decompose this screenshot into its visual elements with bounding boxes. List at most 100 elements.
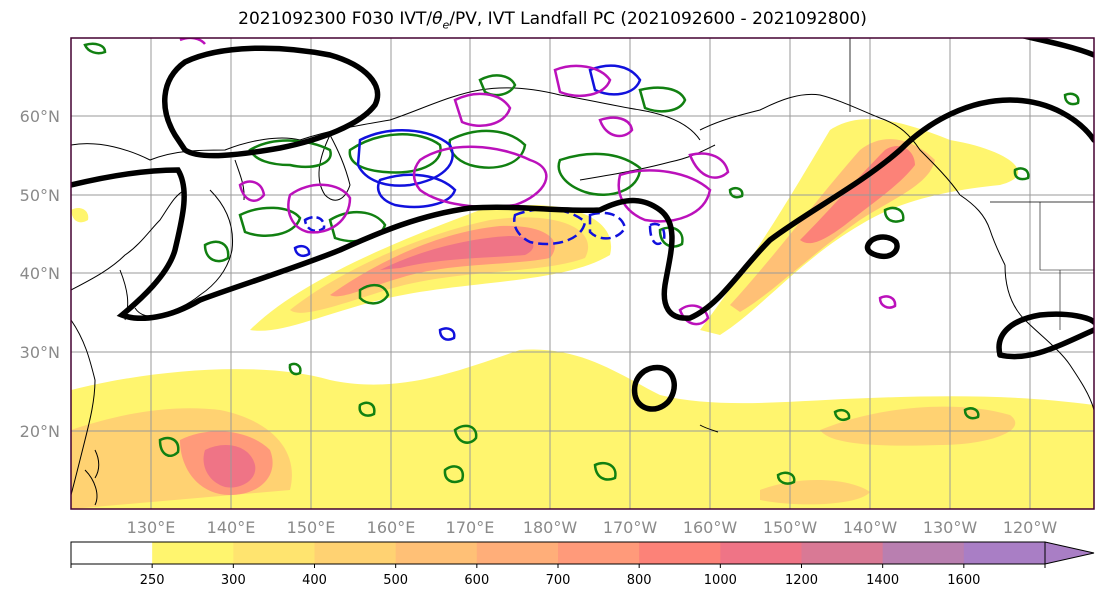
- blue-contour: [648, 222, 666, 246]
- magenta-contour: [688, 152, 730, 179]
- black-contour-cutoff-low: [864, 234, 900, 260]
- green-contour: [358, 401, 376, 417]
- black-contour-us-west: [996, 311, 1094, 358]
- coast-kamchatka: [318, 134, 351, 201]
- green-contour: [158, 436, 180, 457]
- colorbar-swatch: [720, 542, 802, 564]
- lon-label: 140°E: [207, 518, 256, 537]
- black-contour-us-west: [997, 327, 1094, 360]
- lat-label: 30°N: [20, 343, 60, 362]
- colorbar-level-label: 1000: [704, 573, 737, 588]
- green-contours: [83, 42, 1080, 485]
- colorbar-level-label: 600: [464, 573, 489, 588]
- green-contour: [83, 42, 107, 55]
- black-contours: [71, 38, 1094, 412]
- magenta-contour: [598, 116, 634, 138]
- lon-label: 160°W: [683, 518, 738, 537]
- coast-aleutians: [579, 144, 716, 181]
- blue-contours: [293, 64, 666, 341]
- coast-hawaii: [699, 424, 719, 433]
- ivt-band-250: [71, 208, 89, 223]
- lat-label: 50°N: [20, 186, 60, 205]
- colorbar-level-label: 500: [383, 573, 408, 588]
- colorbar-swatch: [71, 542, 153, 564]
- green-contour: [776, 471, 796, 485]
- us-state-lines: [1039, 202, 1094, 330]
- lat-label: 40°N: [20, 264, 60, 283]
- magenta-contour: [453, 92, 512, 127]
- colorbar-swatch: [395, 542, 478, 564]
- colorbar-level-label: 700: [546, 573, 571, 588]
- green-contour: [348, 133, 442, 174]
- colorbar-swatch: [233, 542, 315, 564]
- green-contour: [238, 206, 302, 237]
- blue-contour: [356, 129, 454, 187]
- colorbar-swatch: [476, 542, 559, 564]
- lon-label: 180°W: [523, 518, 578, 537]
- coast-china: [71, 319, 96, 496]
- colorbar-level-label: 300: [221, 573, 246, 588]
- lon-label: 150°E: [287, 518, 336, 537]
- lon-label: 130°E: [127, 518, 176, 537]
- colorbar-level-label: 250: [140, 573, 165, 588]
- coast-alaska: [699, 93, 961, 196]
- green-contour: [443, 465, 465, 484]
- green-contour: [728, 187, 744, 199]
- green-contour: [328, 210, 387, 243]
- coast-bc-canada: [959, 194, 1006, 266]
- green-contour: [453, 424, 478, 444]
- colorbar-level-label: 1400: [866, 573, 899, 588]
- black-contour-ne-pacific: [1020, 38, 1094, 58]
- green-contour: [248, 139, 332, 169]
- green-contour: [638, 86, 687, 113]
- lat-label: 20°N: [20, 422, 60, 441]
- green-contour: [203, 240, 230, 263]
- green-contour: [358, 283, 390, 305]
- green-contour: [593, 461, 617, 481]
- black-contour-jet: [71, 97, 1094, 321]
- coast-us-west: [1004, 264, 1094, 411]
- magenta-contour: [238, 180, 266, 202]
- magenta-contour: [553, 64, 612, 97]
- green-contour: [288, 362, 302, 376]
- green-contour: [448, 129, 527, 169]
- map-title: 2021092300 F030 IVT/θe/PV, IVT Landfall …: [0, 9, 1105, 31]
- ivt-band-1000: [203, 445, 256, 488]
- green-contour: [1063, 92, 1080, 106]
- colorbar-swatch: [963, 542, 1046, 564]
- green-contour: [833, 409, 851, 421]
- title-theta-sub: e: [442, 18, 450, 32]
- ivt-band-400: [760, 480, 870, 505]
- magenta-contour: [617, 169, 712, 223]
- ivt-band-1000: [380, 236, 534, 270]
- blue-contour: [293, 245, 311, 257]
- ivt-colorbar: 250 300 400 500 600 700 800 1000 1200 1400 1600: [70, 541, 1095, 588]
- colorbar-swatch: [639, 542, 721, 564]
- lon-label: 130°W: [923, 518, 978, 537]
- blue-contour: [376, 173, 457, 209]
- colorbar-swatch: [152, 542, 234, 564]
- latitude-labels: 60°N 50°N 40°N 30°N 20°N: [20, 107, 60, 441]
- title-theta: θ: [432, 9, 443, 29]
- magenta-contour: [878, 295, 897, 309]
- map-frame: [70, 37, 1095, 510]
- colorbar-swatch: [882, 542, 965, 564]
- green-contour: [883, 206, 905, 223]
- lon-label: 140°W: [843, 518, 898, 537]
- coast-siberia: [71, 87, 701, 161]
- title-suffix: /PV, IVT Landfall PC (2021092600 - 20210…: [449, 9, 867, 29]
- colorbar-labels: 250 300 400 500 600 700 800 1000 1200 1400 1600: [70, 564, 1046, 588]
- colorbar-extend-arrow: [1044, 541, 1095, 565]
- colorbar-level-label: 400: [302, 573, 327, 588]
- colorbar-swatch: [558, 542, 640, 564]
- lon-label: 120°W: [1003, 518, 1058, 537]
- map-gridlines: [71, 38, 1094, 509]
- blue-contour: [588, 64, 642, 96]
- blue-contour: [303, 216, 326, 232]
- border-canada-us: [849, 38, 1094, 203]
- black-contour-subtropical: [631, 364, 677, 412]
- coast-taiwan: [94, 449, 100, 479]
- green-contour: [1013, 167, 1030, 181]
- colorbar-swatch: [314, 542, 397, 564]
